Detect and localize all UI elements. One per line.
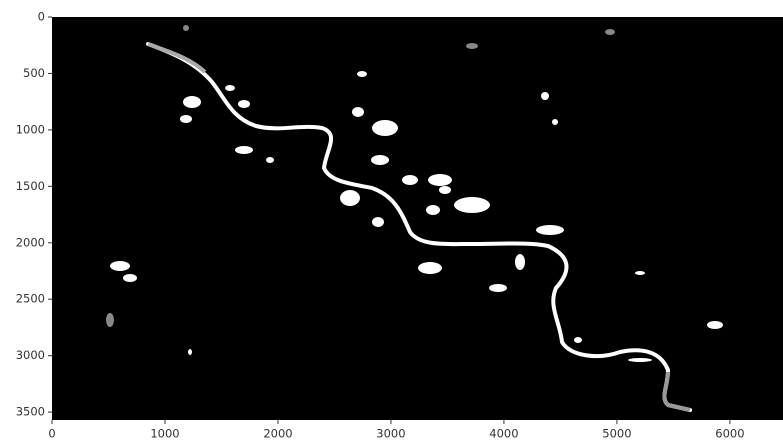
y-tick-label: 500 [23, 66, 45, 80]
y-tick-label: 1000 [16, 122, 45, 136]
x-tick-label: 0 [48, 427, 55, 441]
x-tick-label: 2000 [263, 427, 292, 441]
x-tick-label: 3000 [376, 427, 405, 441]
chart: 0500100015002000250030003500010002000300… [0, 0, 783, 442]
x-tick-label: 5000 [602, 427, 631, 441]
y-tick-label: 3000 [16, 348, 45, 362]
x-tick-label: 4000 [489, 427, 518, 441]
x-tick-label: 1000 [150, 427, 179, 441]
x-tick-label: 6000 [715, 427, 744, 441]
y-tick-label: 3500 [16, 405, 45, 419]
y-tick-label: 2000 [16, 235, 45, 249]
image [52, 17, 783, 420]
y-tick-label: 0 [38, 10, 45, 24]
y-tick-label: 1500 [16, 179, 45, 193]
y-tick-label: 2500 [16, 292, 45, 306]
image-background [52, 17, 783, 420]
